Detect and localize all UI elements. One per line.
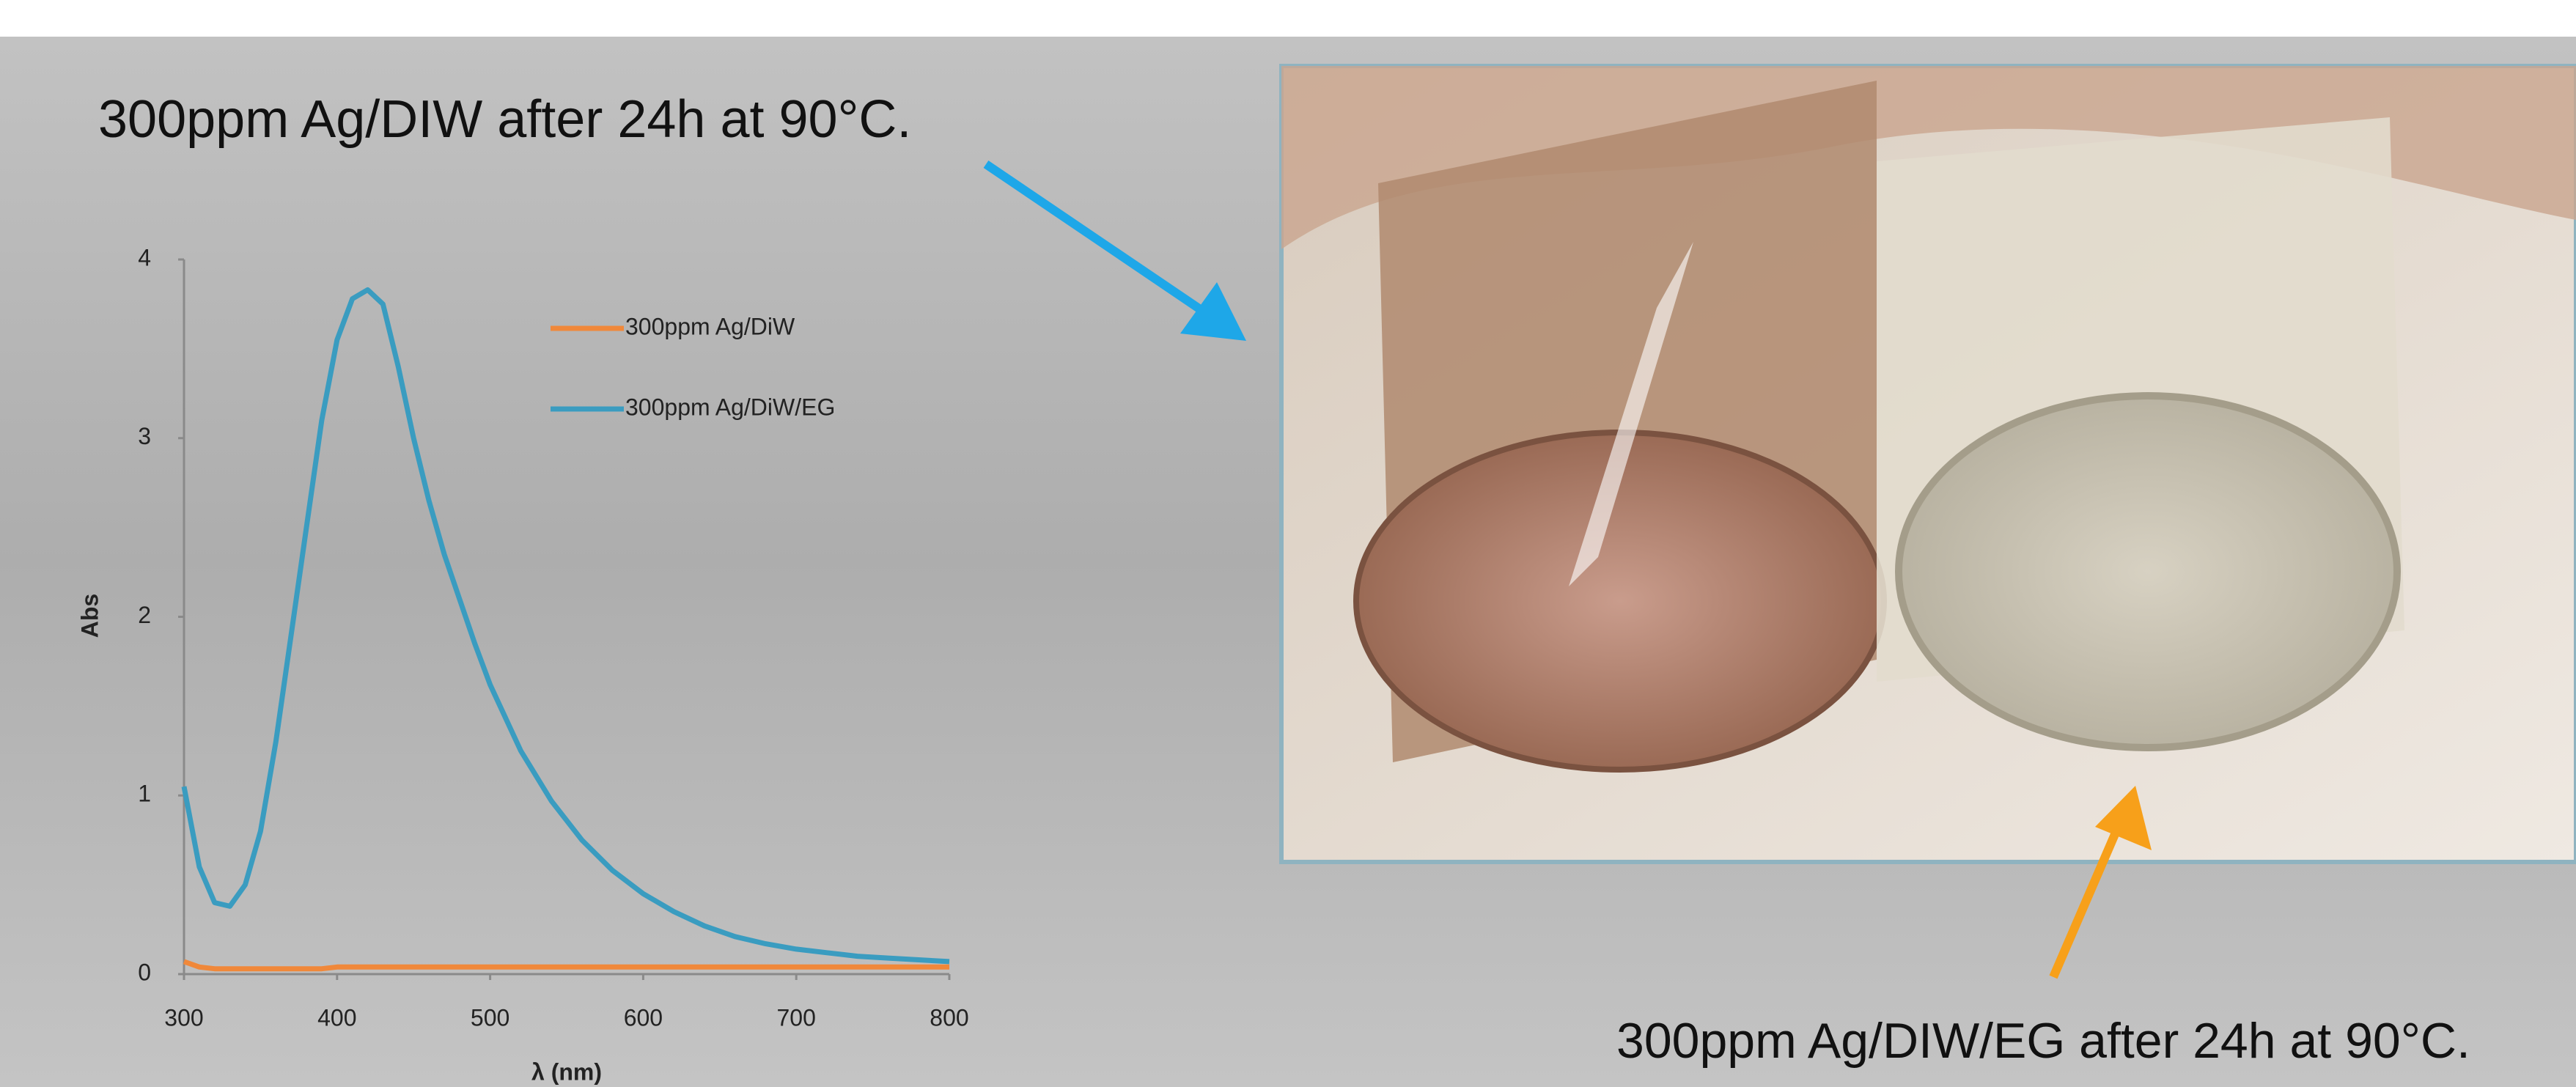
x-tick-label: 700 — [777, 1004, 816, 1031]
annotation: 300ppm Ag/DIW/EG after 24h at 90°C. — [1616, 1013, 2470, 1069]
x-tick-label: 600 — [624, 1004, 663, 1031]
x-axis-label: λ (nm) — [531, 1058, 602, 1085]
annotation: 300ppm Ag/DIW after 24h at 90°C. — [98, 90, 911, 149]
x-tick-label: 300 — [164, 1004, 203, 1031]
x-tick-label: 800 — [930, 1004, 968, 1031]
photo — [1281, 66, 2576, 862]
y-tick-label: 4 — [138, 244, 151, 270]
slide: 300ppm Ag/DIW after 24h at 90°C. 300ppm … — [0, 0, 2576, 1087]
legend-label: 300ppm Ag/DiW/EG — [625, 394, 835, 420]
y-tick-label: 1 — [138, 781, 151, 807]
page: 300ppm Ag/DIW after 24h at 90°C. 300ppm … — [0, 0, 2576, 1087]
legend-label: 300ppm Ag/DiW — [625, 313, 795, 339]
x-tick-label: 500 — [471, 1004, 509, 1031]
y-tick-label: 3 — [138, 423, 151, 449]
y-tick-label: 2 — [138, 602, 151, 628]
y-axis-label: Abs — [76, 594, 103, 638]
y-tick-label: 0 — [138, 959, 151, 985]
x-tick-label: 400 — [317, 1004, 356, 1031]
